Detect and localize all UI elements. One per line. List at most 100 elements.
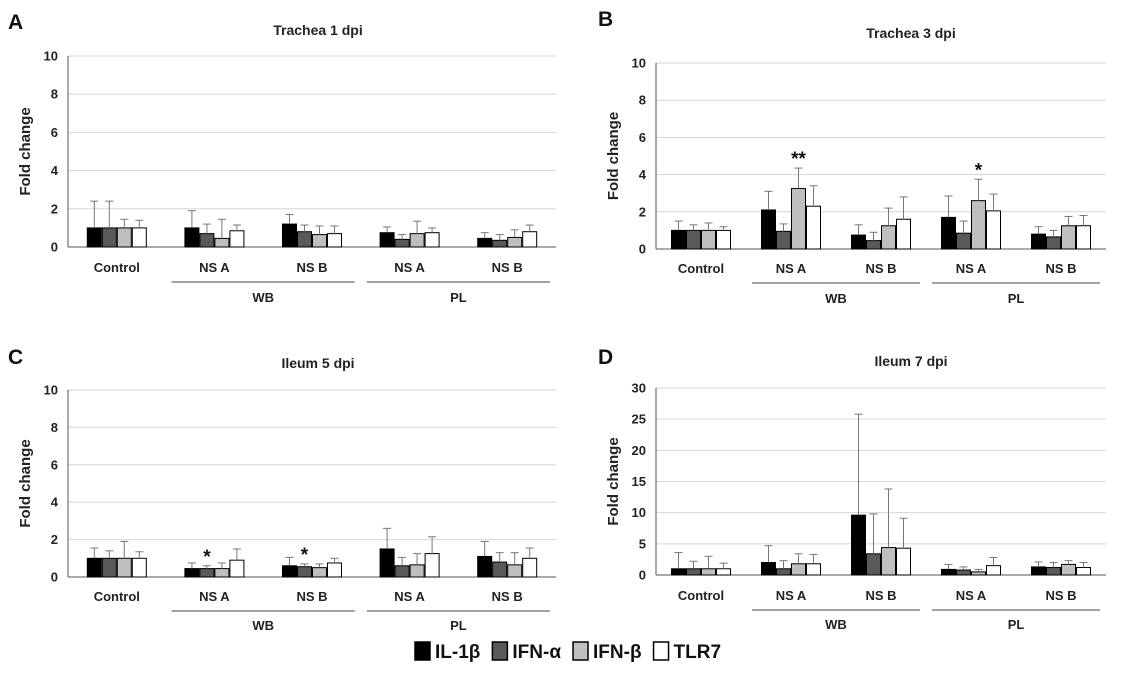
bar: [686, 568, 701, 576]
category-label: NS A: [956, 588, 987, 603]
category-label: NS A: [776, 261, 807, 276]
y-tick-label: 10: [632, 505, 646, 520]
bar: [986, 210, 1001, 250]
bar: [477, 555, 493, 578]
bar: [1031, 233, 1046, 250]
bar: [131, 557, 147, 578]
bar: [116, 557, 132, 578]
y-tick-label: 4: [639, 167, 647, 182]
panel-letter: D: [598, 346, 613, 369]
bar: [716, 229, 731, 250]
chart-panel-D: D Ileum 7 dpi 0 5 10 15 20 25 30 Fold change Contr…: [598, 346, 1106, 632]
y-tick-label: 8: [639, 93, 646, 108]
panel-letter: B: [598, 8, 613, 31]
y-tick-label: 4: [51, 163, 59, 178]
chart-panel-B: B Trachea 3 dpi 0 2 4 6 8 10 Fold change Control N…: [598, 8, 1106, 306]
bar: [492, 239, 508, 248]
bar: [1061, 225, 1076, 250]
bar: [522, 231, 538, 248]
legend-label: TLR7: [674, 642, 722, 663]
category-label: Control: [678, 261, 724, 276]
chart-title: Trachea 1 dpi: [273, 22, 362, 38]
legend-label: IFN-β: [593, 642, 642, 663]
bar: [716, 568, 731, 576]
y-tick-label: 10: [44, 383, 58, 398]
bar: [956, 569, 971, 576]
bar: [761, 562, 776, 576]
significance-marker: *: [975, 160, 983, 181]
bar: [776, 230, 791, 250]
bar: [956, 232, 971, 250]
legend-swatch: [572, 641, 589, 661]
y-tick-label: 10: [44, 49, 58, 64]
bar: [791, 188, 806, 250]
bar: [881, 547, 896, 576]
bar: [791, 563, 806, 576]
chart-title: Ileum 5 dpi: [281, 355, 354, 371]
y-tick-label: 20: [632, 443, 646, 458]
bar: [312, 234, 327, 248]
bar: [327, 233, 342, 248]
bar: [312, 567, 327, 578]
bar: [671, 568, 686, 576]
legend-swatch: [652, 641, 670, 661]
category-label: NS B: [296, 589, 327, 604]
bar: [184, 227, 200, 248]
y-tick-label: 5: [639, 536, 646, 551]
panel-letter: A: [8, 11, 23, 34]
category-label: NS A: [199, 589, 230, 604]
y-tick-label: 8: [51, 420, 58, 435]
category-label: NS B: [1045, 588, 1076, 603]
bar: [881, 225, 896, 250]
bar: [199, 233, 215, 248]
bar: [1076, 567, 1091, 576]
category-label: NS B: [492, 260, 523, 275]
category-label: NS B: [1045, 261, 1076, 276]
bar: [424, 553, 440, 578]
y-tick-label: 2: [51, 201, 58, 216]
bar: [522, 557, 538, 578]
y-tick-label: 6: [51, 457, 58, 472]
legend: IL-1β IFN-α IFN-β TLR7: [414, 641, 722, 663]
bar: [409, 233, 425, 248]
bar: [1046, 567, 1061, 576]
y-tick-label: 30: [632, 381, 646, 396]
y-tick-label: 2: [51, 532, 58, 547]
panel-letter: C: [8, 346, 23, 369]
legend-label: IFN-α: [512, 642, 561, 663]
category-label: NS B: [865, 588, 896, 603]
y-tick-label: 15: [632, 474, 646, 489]
y-tick-label: 10: [632, 56, 646, 71]
y-tick-label: 2: [639, 204, 646, 219]
group-label: WB: [825, 291, 847, 306]
y-tick-label: 25: [632, 412, 646, 427]
significance-marker: *: [301, 545, 309, 566]
bar: [86, 557, 102, 578]
bar: [986, 565, 1001, 576]
y-tick-label: 0: [639, 568, 646, 583]
significance-marker: *: [203, 547, 211, 568]
bar: [1031, 566, 1046, 576]
category-label: NS A: [394, 260, 425, 275]
category-label: Control: [94, 260, 140, 275]
bar: [379, 232, 395, 248]
chart-panel-C: C Ileum 5 dpi 0 2 4 6 8 10 Fold change Control NS …: [8, 346, 556, 633]
category-label: NS B: [492, 589, 523, 604]
bar: [866, 240, 881, 250]
bar: [776, 568, 791, 576]
legend-label: IL-1β: [435, 642, 480, 663]
bar: [214, 237, 230, 248]
y-tick-label: 0: [51, 240, 58, 255]
category-label: NS A: [394, 589, 425, 604]
bar: [214, 568, 230, 578]
category-label: NS A: [776, 588, 807, 603]
bar: [761, 209, 776, 250]
group-label: PL: [1008, 617, 1025, 632]
bar: [394, 238, 410, 248]
y-tick-label: 0: [51, 570, 58, 585]
chart-panel-A: A Trachea 1 dpi 0 2 4 6 8 10 Fold change Control N…: [8, 11, 556, 305]
category-label: Control: [94, 589, 140, 604]
bar: [941, 216, 956, 250]
bar: [282, 565, 297, 578]
